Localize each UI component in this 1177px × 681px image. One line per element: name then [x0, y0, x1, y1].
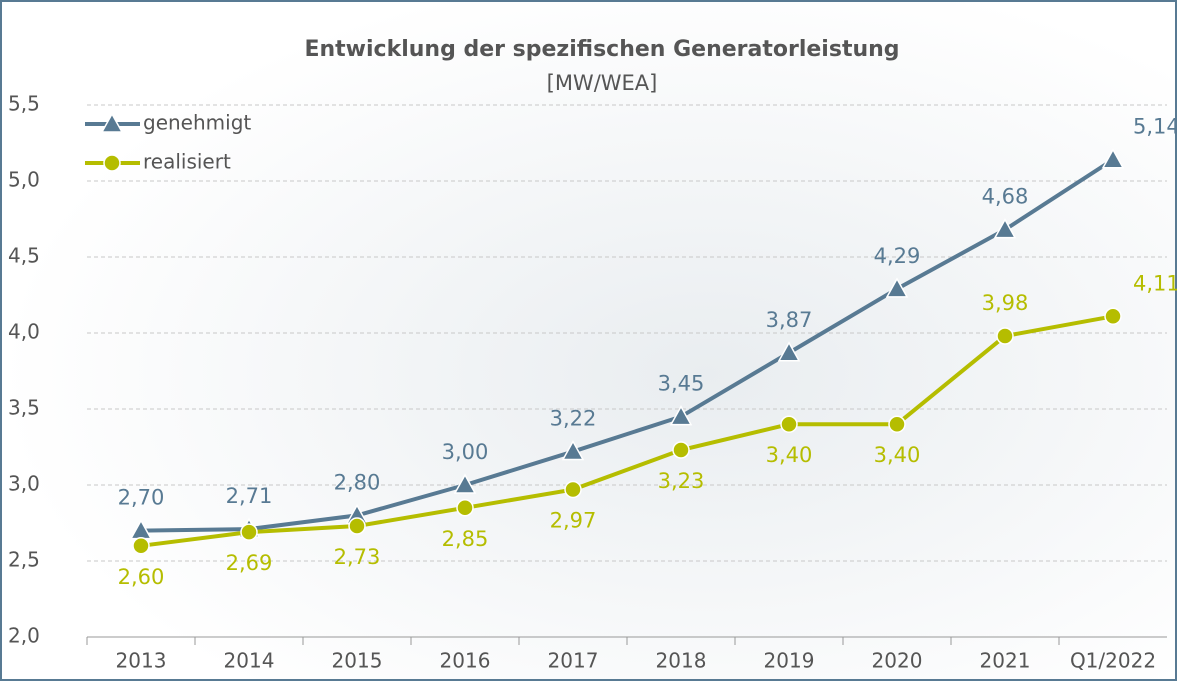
data-label: 3,45: [658, 372, 705, 396]
x-tick-label: 2015: [332, 649, 383, 673]
data-point: [133, 538, 149, 554]
legend-label: realisiert: [143, 150, 231, 174]
data-label: 4,29: [874, 244, 921, 268]
data-point: [1105, 308, 1121, 324]
data-point: [889, 416, 905, 432]
data-point: [349, 518, 365, 534]
x-tick-label: Q1/2022: [1070, 649, 1156, 673]
data-label: 3,23: [658, 469, 705, 493]
y-tick-label: 5,5: [8, 92, 40, 116]
y-tick-label: 2,5: [8, 548, 40, 572]
data-label: 4,68: [982, 185, 1029, 209]
data-label: 3,00: [442, 440, 489, 464]
x-tick-label: 2019: [764, 649, 815, 673]
data-label: 5,14: [1133, 115, 1177, 139]
y-tick-label: 4,5: [8, 244, 40, 268]
x-tick-label: 2016: [440, 649, 491, 673]
data-label: 3,98: [982, 291, 1029, 315]
data-point: [241, 524, 257, 540]
data-point: [673, 442, 689, 458]
data-label: 4,11: [1133, 271, 1177, 295]
data-label: 3,87: [766, 308, 813, 332]
data-label: 2,80: [334, 470, 381, 494]
chart: Entwicklung der spezifischen Generatorle…: [0, 0, 1177, 681]
data-label: 3,22: [550, 407, 597, 431]
data-label: 2,70: [118, 486, 165, 510]
data-label: 2,73: [334, 545, 381, 569]
x-tick-label: 2018: [656, 649, 707, 673]
chart-title: Entwicklung der spezifischen Generatorle…: [304, 37, 899, 62]
x-tick-label: 2020: [872, 649, 923, 673]
data-point: [781, 416, 797, 432]
legend-marker: [104, 155, 120, 171]
data-label: 2,69: [226, 551, 273, 575]
data-label: 2,71: [226, 484, 273, 508]
data-point: [457, 500, 473, 516]
data-label: 2,60: [118, 565, 165, 589]
legend-label: genehmigt: [143, 111, 251, 135]
y-tick-label: 3,5: [8, 396, 40, 420]
y-tick-label: 3,0: [8, 472, 40, 496]
x-tick-label: 2014: [224, 649, 275, 673]
data-label: 2,97: [550, 509, 597, 533]
page: {"chart_data": {"type": "line", "title":…: [0, 0, 1177, 681]
y-tick-label: 2,0: [8, 624, 40, 648]
y-tick-label: 5,0: [8, 168, 40, 192]
y-tick-label: 4,0: [8, 320, 40, 344]
x-tick-label: 2017: [548, 649, 599, 673]
data-label: 3,40: [766, 443, 813, 467]
data-label: 3,40: [874, 443, 921, 467]
data-point: [565, 482, 581, 498]
x-tick-label: 2021: [980, 649, 1031, 673]
chart-subtitle: [MW/WEA]: [547, 71, 658, 95]
x-tick-label: 2013: [116, 649, 167, 673]
data-label: 2,85: [442, 527, 489, 551]
data-point: [997, 328, 1013, 344]
